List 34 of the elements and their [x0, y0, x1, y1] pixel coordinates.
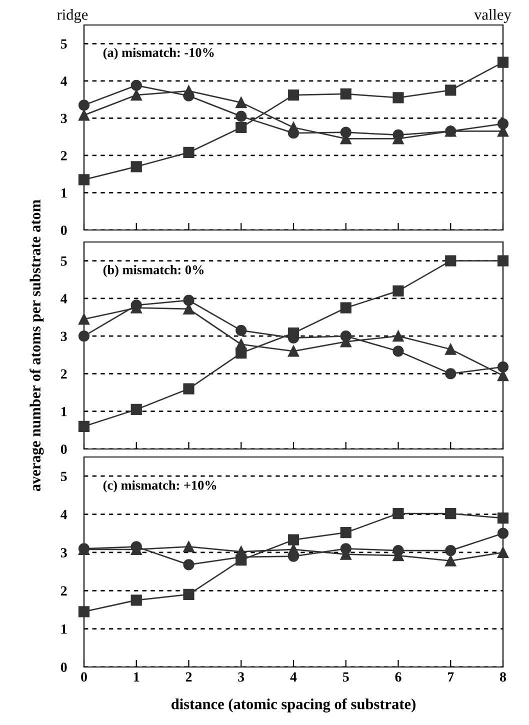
y-tick-label: 1	[62, 188, 67, 198]
text: (a) mismatch: -10%	[103, 48, 214, 60]
x-tick-label: 5	[342, 672, 349, 682]
x-tick-label: 8	[500, 672, 506, 682]
y-tick-label: 2	[60, 151, 67, 160]
y-tick-label: 5	[60, 256, 67, 266]
y-tick-label: 4	[60, 510, 68, 520]
y-tick-label: 4	[60, 76, 68, 86]
x-tick-label: 0	[81, 672, 87, 682]
x-tick-label: 4	[290, 672, 297, 682]
text: (c) mismatch: +10%	[103, 480, 216, 492]
x-tick-label: 7	[448, 672, 454, 682]
y-tick-label: 0	[60, 226, 67, 235]
y-tick-label: 3	[60, 548, 67, 558]
y-tick-label: 2	[60, 369, 67, 379]
text: ridge	[57, 9, 88, 23]
x-tick-label: 3	[238, 672, 244, 682]
y-tick-label: 1	[62, 407, 67, 416]
y-tick-label: 5	[60, 472, 67, 482]
x-axis-title: distance (atomic spacing of substrate)	[171, 698, 416, 712]
x-tick-label: 6	[395, 672, 402, 682]
y-tick-label: 3	[60, 332, 67, 342]
y-tick-label: 0	[60, 662, 67, 672]
y-tick-label: 4	[60, 294, 68, 304]
text: (b) mismatch: 0%	[103, 264, 204, 277]
x-tick-label: 2	[186, 672, 192, 682]
text: valley	[474, 9, 512, 23]
y-tick-label: 2	[60, 586, 67, 596]
y-axis-title: average number of atoms per substrate atom	[30, 200, 44, 492]
y-tick-label: 0	[60, 444, 67, 454]
y-tick-label: 3	[60, 114, 67, 124]
y-tick-label: 1	[62, 624, 67, 634]
x-tick-label: 1	[134, 672, 140, 682]
y-tick-label: 5	[60, 39, 67, 49]
